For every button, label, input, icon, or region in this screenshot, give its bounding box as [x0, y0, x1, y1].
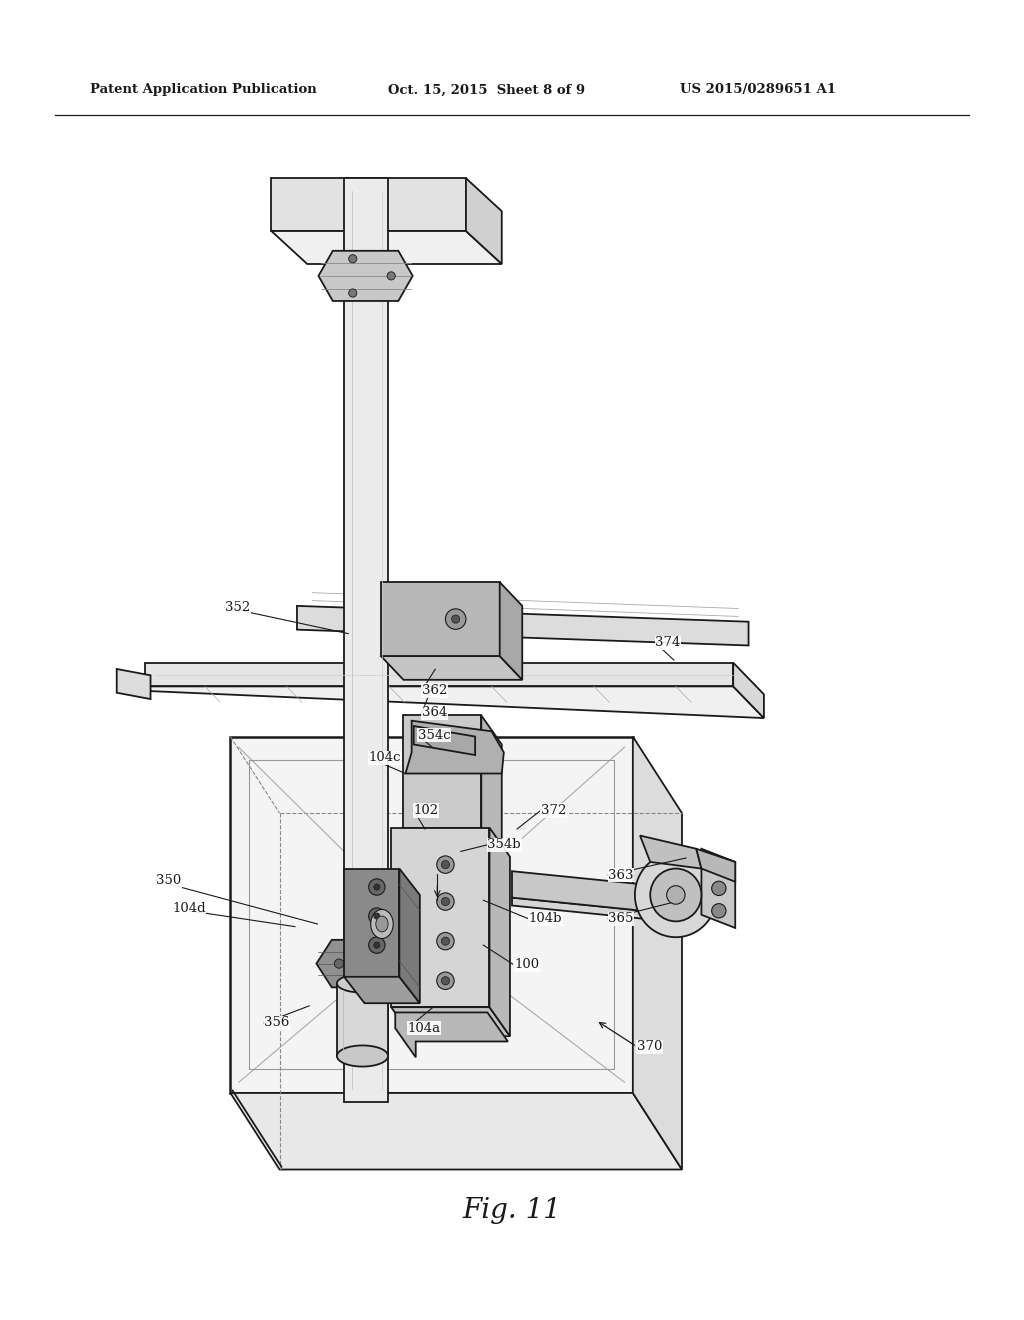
Circle shape	[374, 884, 380, 890]
Circle shape	[441, 861, 450, 869]
Circle shape	[374, 975, 383, 985]
Circle shape	[712, 904, 726, 917]
Polygon shape	[318, 251, 413, 301]
Polygon shape	[701, 849, 735, 928]
Polygon shape	[344, 869, 399, 977]
Circle shape	[374, 942, 383, 952]
Polygon shape	[403, 715, 481, 828]
Polygon shape	[297, 606, 749, 645]
Circle shape	[441, 937, 450, 945]
Circle shape	[445, 609, 466, 630]
Ellipse shape	[635, 853, 717, 937]
Text: 356: 356	[264, 1016, 290, 1030]
Polygon shape	[391, 1007, 510, 1036]
Text: 364: 364	[422, 706, 447, 719]
Circle shape	[436, 855, 455, 874]
Polygon shape	[344, 977, 420, 1003]
Text: 374: 374	[655, 636, 681, 649]
Polygon shape	[381, 582, 500, 656]
Polygon shape	[733, 663, 764, 718]
Text: Fig. 11: Fig. 11	[463, 1196, 561, 1224]
Text: 352: 352	[225, 601, 251, 614]
Circle shape	[436, 892, 455, 911]
Circle shape	[436, 932, 455, 950]
Circle shape	[334, 960, 343, 968]
Text: 104c: 104c	[369, 751, 401, 764]
Ellipse shape	[339, 261, 392, 280]
Text: 372: 372	[541, 804, 566, 817]
Circle shape	[369, 937, 385, 953]
Text: 100: 100	[514, 958, 540, 972]
Circle shape	[452, 615, 460, 623]
Circle shape	[436, 972, 455, 990]
Polygon shape	[145, 686, 764, 718]
Polygon shape	[145, 663, 733, 686]
Text: Oct. 15, 2015  Sheet 8 of 9: Oct. 15, 2015 Sheet 8 of 9	[388, 83, 585, 96]
Polygon shape	[391, 828, 489, 1007]
Text: 365: 365	[608, 912, 634, 925]
Polygon shape	[337, 983, 388, 1056]
Ellipse shape	[337, 1045, 388, 1067]
Polygon shape	[481, 715, 502, 857]
Text: 363: 363	[608, 869, 634, 882]
Polygon shape	[230, 1093, 682, 1170]
Polygon shape	[512, 871, 643, 911]
Polygon shape	[406, 721, 504, 774]
Circle shape	[387, 272, 395, 280]
Polygon shape	[271, 231, 502, 264]
Ellipse shape	[667, 886, 685, 904]
Polygon shape	[489, 828, 510, 1036]
Circle shape	[374, 942, 380, 948]
Circle shape	[441, 898, 450, 906]
Text: 354b: 354b	[487, 838, 521, 851]
Polygon shape	[117, 669, 151, 700]
Polygon shape	[466, 178, 502, 264]
Circle shape	[348, 255, 356, 263]
Polygon shape	[633, 737, 682, 1170]
Text: 102: 102	[414, 804, 439, 817]
Text: Patent Application Publication: Patent Application Publication	[90, 83, 316, 96]
Text: 104a: 104a	[408, 1022, 440, 1035]
Circle shape	[369, 908, 385, 924]
Polygon shape	[640, 836, 701, 869]
Text: US 2015/0289651 A1: US 2015/0289651 A1	[680, 83, 836, 96]
Text: 104d: 104d	[172, 902, 206, 915]
Text: 370: 370	[637, 1040, 663, 1053]
Ellipse shape	[371, 909, 393, 939]
Text: 104b: 104b	[528, 912, 562, 925]
Polygon shape	[230, 737, 633, 1093]
Circle shape	[374, 913, 380, 919]
Text: 350: 350	[156, 874, 181, 887]
Polygon shape	[316, 940, 415, 987]
Polygon shape	[399, 869, 420, 1003]
Ellipse shape	[376, 916, 388, 932]
Circle shape	[712, 882, 726, 895]
Text: 362: 362	[422, 684, 447, 697]
Polygon shape	[696, 849, 735, 882]
Polygon shape	[381, 656, 522, 680]
Circle shape	[348, 289, 356, 297]
Polygon shape	[500, 582, 522, 680]
Circle shape	[441, 977, 450, 985]
Ellipse shape	[650, 869, 701, 921]
Polygon shape	[512, 898, 643, 919]
Polygon shape	[414, 726, 475, 755]
Circle shape	[369, 879, 385, 895]
Polygon shape	[343, 178, 387, 1102]
Polygon shape	[395, 1012, 508, 1057]
Polygon shape	[271, 178, 466, 231]
Text: 354c: 354c	[418, 729, 451, 742]
Ellipse shape	[337, 974, 388, 993]
